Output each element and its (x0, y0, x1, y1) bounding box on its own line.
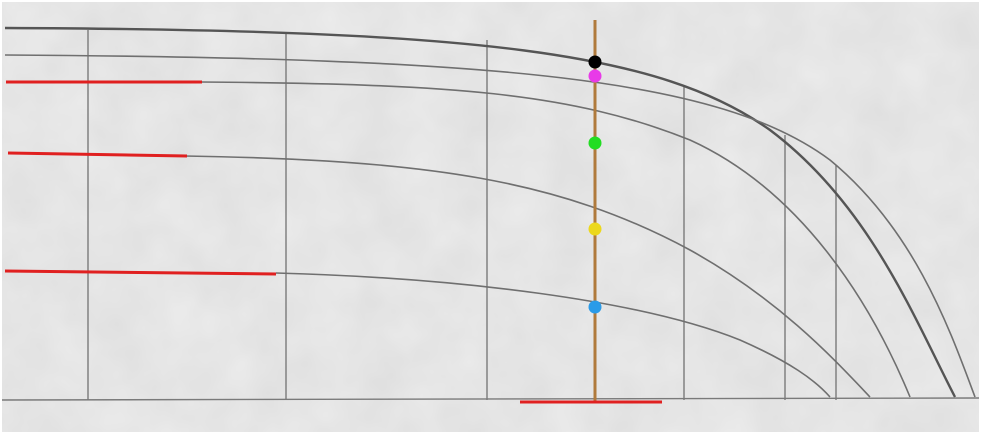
drawing (0, 0, 981, 434)
page: {"markers": [{"color": "#000000"}, {"col… (0, 0, 981, 434)
marker-dot (589, 137, 602, 150)
marker-dot (589, 223, 602, 236)
marker-dot (589, 70, 602, 83)
paper-texture (2, 2, 979, 432)
marker-dot (589, 301, 602, 314)
marker-dot (589, 56, 602, 69)
